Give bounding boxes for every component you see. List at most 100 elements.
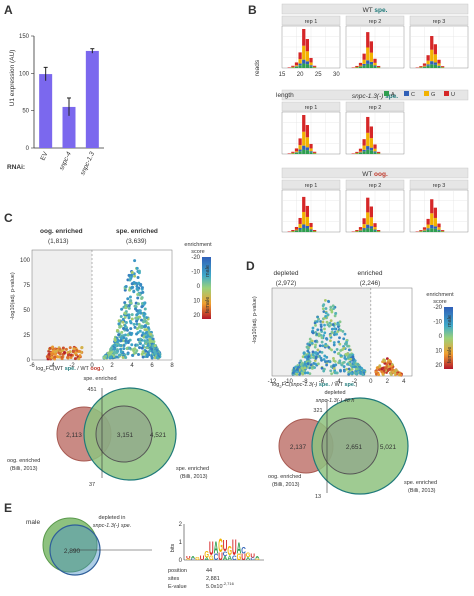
b-rep-strip [345,101,405,112]
score-legend-male: male [205,265,211,277]
panel-c-label: C [4,211,13,225]
d-point-depleted [359,371,362,375]
b-stack-segment-G [422,229,427,231]
d-point-depleted [322,358,326,361]
d-point-depleted [301,355,305,359]
b-stack-segment-A [437,230,441,232]
b-x-tick-label: 15 [279,72,286,78]
c-point-spe [137,271,141,275]
logo-letter-A: A [227,555,232,562]
d-point-depleted [331,323,335,326]
c-point-spe [120,336,124,340]
b-stack-segment-A [305,150,310,154]
c-point-spe [127,316,131,320]
c-point-spe [150,347,154,351]
d-point-depleted [319,323,323,327]
c-point-spe [137,353,141,357]
c-point-spe [145,328,149,332]
c-point-spe [134,351,138,355]
c-point-spe [124,356,128,360]
b-stack-segment-C [362,63,366,66]
c-x-tick-label: 2 [110,363,114,369]
d-point-depleted [333,350,337,354]
b-stack-segment-C [298,63,302,66]
d-point-depleted [334,363,338,367]
d-point-depleted [319,328,323,332]
score-legend-title-1: enrichment [184,242,212,248]
d-point-depleted [317,334,321,338]
d-point-depleted [311,365,315,369]
b-stack-segment-A [302,63,306,68]
d-point-enriched [378,364,382,368]
c-point-spe [118,353,122,357]
b-group-title-main: WT [363,7,375,14]
b-stack-segment-G [309,62,313,66]
d-ylabel: -log10(adj. p-value) [252,296,258,344]
d-point-depleted [314,351,318,355]
c-x-tick-label: 8 [170,363,174,369]
c-point-spe [140,286,144,290]
c-point-spe [128,332,132,336]
d-point-depleted [346,356,350,360]
c-point-spe [109,351,113,355]
b-group-title-main: WT [362,171,374,178]
c-point-spe [124,341,128,345]
c-point-spe [123,311,127,315]
venn-d-right-label-1: spe. enriched [404,480,437,486]
venn-c-right-label-1: spe. enriched [176,466,209,472]
b-stack-segment-C [362,228,366,230]
c-point-spe [138,337,142,341]
b-stack-segment-A [358,66,363,68]
d-point-depleted [322,334,326,337]
c-point-oog [48,346,52,350]
b-stack-segment-G [309,148,313,152]
d-point-depleted [303,355,307,359]
venn-c-right-label-2: (Billi, 2013) [180,474,208,480]
d-point-depleted [316,328,320,332]
b-rep-label: rep 3 [433,183,446,189]
b-stack-segment-G [312,230,317,232]
a-bar [62,106,76,148]
b-stack-segment-U [351,153,355,154]
c-point-oog [72,347,76,351]
venn-d-left-count: 2,137 [290,444,307,451]
logo-letter-G: G [195,556,200,561]
a-category-label: EV [39,150,49,161]
d-point-depleted [338,336,341,340]
score-legend-title-2: score [433,299,446,305]
b-stack-segment-U [294,148,299,152]
panel-d: D depleted (2,972) enriched (2,246) -log… [246,259,454,500]
b-stack-segment-C [305,61,310,65]
c-point-oog [58,352,62,356]
c-point-spe [123,324,127,328]
d-point-depleted [295,370,299,374]
d-right-title: enriched [358,270,383,277]
c-point-spe [135,284,139,288]
b-stack-segment-U [287,231,291,232]
b-stack-segment-U [302,115,306,132]
d-point-depleted [317,332,321,336]
b-stack-segment-A [369,150,374,154]
d-point-depleted [352,361,356,365]
c-point-spe [126,339,130,343]
logo-letter-C: C [191,559,197,561]
evalue-value: 5.0x10-2,716 [206,581,235,590]
c-point-spe [152,349,156,353]
c-point-spe [124,285,128,289]
d-point-enriched [399,373,403,377]
score-legend-tick: 10 [193,299,200,305]
logo-y-tick: 0 [179,558,183,564]
b-stack-segment-C [426,228,430,230]
score-legend-gradient [444,307,453,369]
b-rep-strip [345,179,405,190]
venn-d-left-label-2: (Billi, 2013) [272,482,300,488]
d-point-depleted [339,354,343,357]
b-stack-segment-A [309,230,313,232]
d-point-depleted [323,331,327,335]
d-point-depleted [342,337,346,341]
c-point-spe [153,344,157,348]
c-right-count: (3,639) [126,238,147,245]
d-point-depleted [295,372,299,376]
